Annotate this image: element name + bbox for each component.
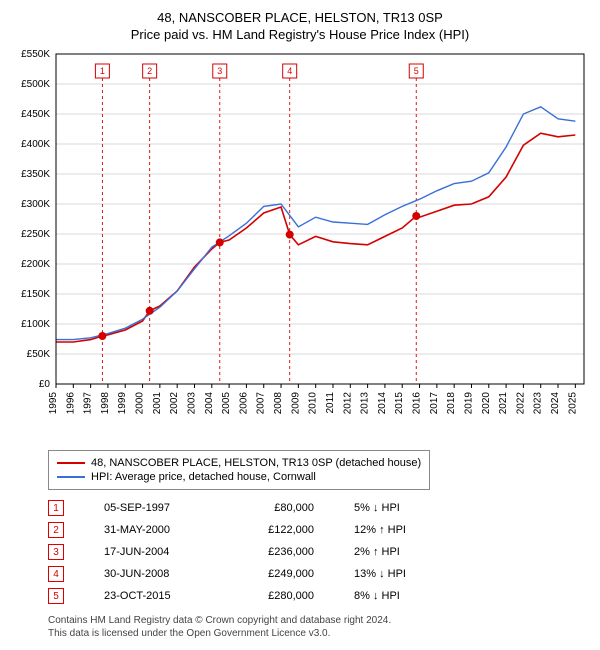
transaction-row: 1 05-SEP-1997 £80,000 5% ↓ HPI bbox=[48, 500, 592, 516]
svg-text:£250K: £250K bbox=[21, 229, 50, 240]
price-chart: £0 £50K £100K £150K £200K £250K £300K £350K £400… bbox=[8, 44, 592, 444]
svg-text:2001: 2001 bbox=[152, 392, 163, 415]
footer-line2: This data is licensed under the Open Gov… bbox=[48, 627, 592, 640]
svg-text:£100K: £100K bbox=[21, 319, 50, 330]
transaction-row: 4 30-JUN-2008 £249,000 13% ↓ HPI bbox=[48, 566, 592, 582]
svg-text:2004: 2004 bbox=[204, 392, 215, 415]
svg-text:2009: 2009 bbox=[290, 392, 301, 415]
transaction-badge: 3 bbox=[48, 544, 64, 560]
transaction-date: 23-OCT-2015 bbox=[104, 590, 204, 602]
svg-text:2019: 2019 bbox=[463, 392, 474, 415]
chart-svg: £0 £50K £100K £150K £200K £250K £300K £350K £400… bbox=[8, 44, 592, 444]
svg-text:2018: 2018 bbox=[446, 392, 457, 415]
svg-text:2003: 2003 bbox=[186, 392, 197, 415]
transaction-relative: 5% ↓ HPI bbox=[354, 502, 444, 514]
svg-text:2005: 2005 bbox=[221, 392, 232, 415]
svg-text:£500K: £500K bbox=[21, 79, 50, 90]
transaction-table: 1 05-SEP-1997 £80,000 5% ↓ HPI 2 31-MAY-2000 £… bbox=[48, 500, 592, 604]
svg-text:2025: 2025 bbox=[567, 392, 578, 415]
transaction-relative: 8% ↓ HPI bbox=[354, 590, 444, 602]
footer-attribution: Contains HM Land Registry data © Crown c… bbox=[48, 614, 592, 640]
transaction-badge: 2 bbox=[48, 522, 64, 538]
svg-text:£400K: £400K bbox=[21, 139, 50, 150]
transaction-price: £236,000 bbox=[244, 546, 314, 558]
legend-label: 48, NANSCOBER PLACE, HELSTON, TR13 0SP (… bbox=[91, 457, 421, 469]
transaction-date: 31-MAY-2000 bbox=[104, 524, 204, 536]
transaction-date: 05-SEP-1997 bbox=[104, 502, 204, 514]
svg-text:1998: 1998 bbox=[100, 392, 111, 415]
transaction-date: 30-JUN-2008 bbox=[104, 568, 204, 580]
legend-label: HPI: Average price, detached house, Corn… bbox=[91, 471, 316, 483]
chart-title-line2: Price paid vs. HM Land Registry's House … bbox=[8, 27, 592, 42]
svg-text:2015: 2015 bbox=[394, 392, 405, 415]
svg-text:1996: 1996 bbox=[65, 392, 76, 415]
svg-text:2017: 2017 bbox=[429, 392, 440, 415]
transaction-badge: 5 bbox=[48, 588, 64, 604]
legend-swatch bbox=[57, 462, 85, 464]
svg-text:£50K: £50K bbox=[27, 349, 51, 360]
svg-text:2020: 2020 bbox=[481, 392, 492, 415]
svg-text:1997: 1997 bbox=[83, 392, 94, 415]
svg-text:1995: 1995 bbox=[48, 392, 59, 415]
svg-text:2021: 2021 bbox=[498, 392, 509, 415]
transaction-date: 17-JUN-2004 bbox=[104, 546, 204, 558]
svg-text:£150K: £150K bbox=[21, 289, 50, 300]
svg-text:£0: £0 bbox=[39, 379, 51, 390]
svg-text:£350K: £350K bbox=[21, 169, 50, 180]
svg-text:2006: 2006 bbox=[238, 392, 249, 415]
transaction-price: £80,000 bbox=[244, 502, 314, 514]
transaction-price: £249,000 bbox=[244, 568, 314, 580]
transaction-relative: 2% ↑ HPI bbox=[354, 546, 444, 558]
svg-text:£550K: £550K bbox=[21, 49, 50, 60]
svg-text:2024: 2024 bbox=[550, 392, 561, 415]
svg-text:2: 2 bbox=[147, 66, 152, 76]
svg-text:3: 3 bbox=[217, 66, 222, 76]
chart-title-line1: 48, NANSCOBER PLACE, HELSTON, TR13 0SP bbox=[8, 10, 592, 25]
svg-text:2000: 2000 bbox=[135, 392, 146, 415]
svg-text:2010: 2010 bbox=[308, 392, 319, 415]
svg-text:2002: 2002 bbox=[169, 392, 180, 415]
svg-text:2022: 2022 bbox=[515, 392, 526, 415]
svg-text:2014: 2014 bbox=[377, 392, 388, 415]
svg-text:£450K: £450K bbox=[21, 109, 50, 120]
svg-text:1: 1 bbox=[100, 66, 105, 76]
svg-text:£300K: £300K bbox=[21, 199, 50, 210]
footer-line1: Contains HM Land Registry data © Crown c… bbox=[48, 614, 592, 627]
svg-text:2012: 2012 bbox=[342, 392, 353, 415]
svg-text:2011: 2011 bbox=[325, 392, 336, 414]
legend-row: 48, NANSCOBER PLACE, HELSTON, TR13 0SP (… bbox=[57, 457, 421, 469]
svg-text:2008: 2008 bbox=[273, 392, 284, 415]
transaction-price: £280,000 bbox=[244, 590, 314, 602]
legend-row: HPI: Average price, detached house, Corn… bbox=[57, 471, 421, 483]
transaction-relative: 12% ↑ HPI bbox=[354, 524, 444, 536]
svg-text:2013: 2013 bbox=[360, 392, 371, 415]
transaction-badge: 4 bbox=[48, 566, 64, 582]
transaction-row: 2 31-MAY-2000 £122,000 12% ↑ HPI bbox=[48, 522, 592, 538]
transaction-price: £122,000 bbox=[244, 524, 314, 536]
transaction-row: 5 23-OCT-2015 £280,000 8% ↓ HPI bbox=[48, 588, 592, 604]
svg-text:£200K: £200K bbox=[21, 259, 50, 270]
svg-text:2016: 2016 bbox=[412, 392, 423, 415]
transaction-relative: 13% ↓ HPI bbox=[354, 568, 444, 580]
legend-swatch bbox=[57, 476, 85, 478]
svg-text:2023: 2023 bbox=[533, 392, 544, 415]
svg-text:5: 5 bbox=[414, 66, 419, 76]
svg-text:4: 4 bbox=[287, 66, 292, 76]
transaction-row: 3 17-JUN-2004 £236,000 2% ↑ HPI bbox=[48, 544, 592, 560]
transaction-badge: 1 bbox=[48, 500, 64, 516]
svg-text:2007: 2007 bbox=[256, 392, 267, 415]
legend: 48, NANSCOBER PLACE, HELSTON, TR13 0SP (… bbox=[48, 450, 430, 490]
svg-text:1999: 1999 bbox=[117, 392, 128, 415]
